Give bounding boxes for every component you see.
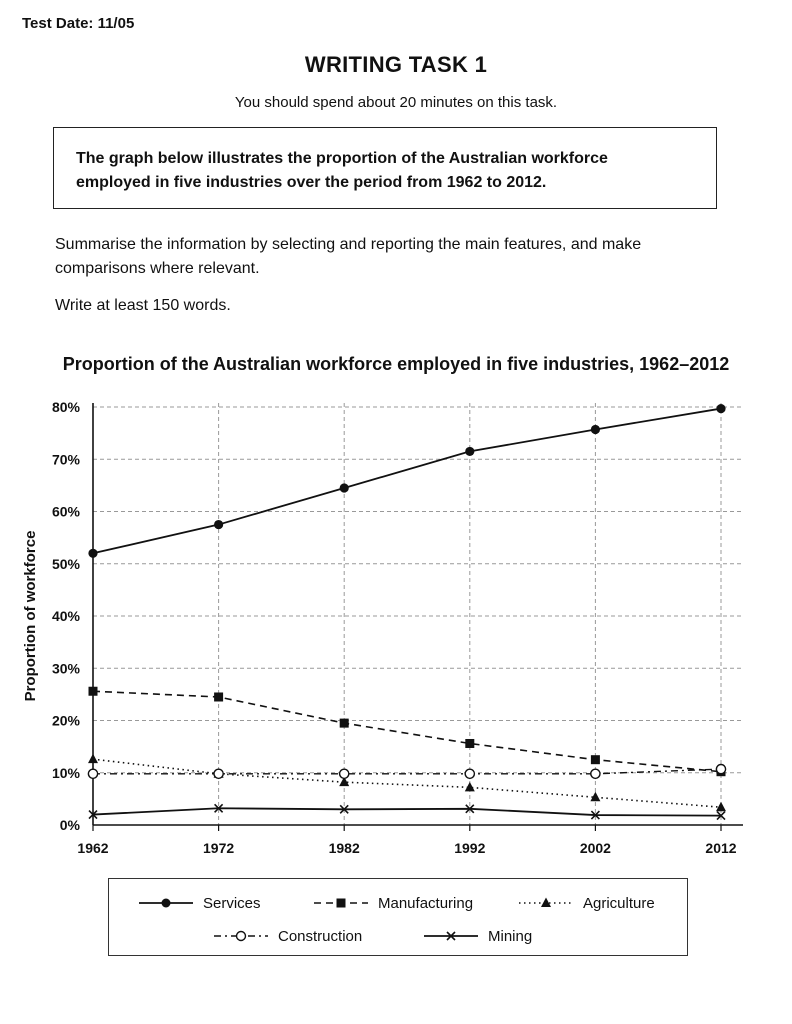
data-point-services (339, 483, 349, 493)
legend-label: Services (203, 895, 261, 912)
legend-item-services: Services (139, 893, 339, 913)
x-tick-label: 1972 (203, 840, 234, 856)
data-point-services (716, 403, 726, 414)
data-point-agriculture (339, 776, 350, 787)
data-point-mining (465, 804, 475, 814)
y-tick-label: 20% (52, 713, 81, 729)
legend-item-construction: Construction (214, 926, 414, 946)
task-title: WRITING TASK 1 (304, 52, 488, 77)
legend-label: Agriculture (583, 895, 655, 912)
data-point-construction (213, 768, 224, 780)
data-point-mining (590, 810, 600, 820)
legend-label: Mining (488, 928, 533, 945)
y-tick-label: 70% (52, 451, 81, 467)
instruction-summary: Summarise the information by selecting a… (55, 236, 642, 277)
data-point-agriculture (716, 801, 726, 812)
y-tick-label: 60% (52, 504, 81, 520)
data-point-services (465, 446, 475, 457)
data-point-mining (88, 809, 98, 820)
prompt-line-1: The graph below illustrates the proporti… (76, 150, 608, 167)
y-tick-label: 50% (52, 556, 81, 572)
y-tick-label: 0% (60, 817, 81, 833)
data-point-construction (464, 768, 476, 780)
legend-swatch (139, 898, 193, 908)
line-chart: 0% 10% 20% 30% 40% 50% 60% 70% 80% 1962 1972 1982 19… (22, 399, 743, 856)
legend-swatch (214, 930, 268, 942)
x-tick-label: 1962 (77, 840, 108, 856)
y-tick-label: 30% (52, 660, 81, 676)
series-line-services (92, 407, 722, 555)
data-point-construction (590, 768, 601, 780)
data-point-mining (214, 803, 224, 813)
data-point-services (590, 424, 601, 435)
data-point-services (214, 519, 224, 530)
data-point-services (88, 548, 98, 558)
y-axis-label: Proportion of workforce (22, 531, 39, 702)
data-point-construction (87, 768, 99, 780)
test-date: Test Date: 11/05 (22, 15, 135, 32)
data-point-construction (715, 763, 727, 775)
data-point-agriculture (590, 791, 601, 802)
y-tick-label: 10% (52, 765, 81, 781)
legend-item-manufacturing: Manufacturing (314, 893, 514, 913)
data-point-agriculture (464, 781, 475, 792)
x-tick-label: 2002 (580, 840, 611, 856)
data-point-mining (716, 811, 726, 821)
legend-label: Construction (278, 928, 363, 945)
series-line-construction (93, 768, 722, 775)
chart-legend: Services Manufacturing Agriculture Construc… (108, 878, 688, 956)
data-point-manufacturing (88, 686, 98, 696)
data-point-manufacturing (339, 718, 349, 728)
instruction-word-count: Write at least 150 words. (55, 297, 231, 314)
data-point-manufacturing (214, 692, 224, 702)
prompt-line-2: employed in five industries over the per… (76, 174, 547, 191)
y-tick-label: 40% (52, 608, 81, 624)
data-point-manufacturing (465, 738, 475, 748)
data-point-agriculture (88, 753, 98, 764)
legend-swatch (314, 898, 368, 908)
legend-label: Manufacturing (378, 895, 474, 912)
y-tick-label: 80% (52, 399, 81, 415)
legend-item-mining: Mining (424, 926, 624, 946)
legend-swatch (424, 931, 478, 941)
data-point-mining (339, 804, 349, 814)
task-subtitle: You should spend about 20 minutes on thi… (234, 94, 558, 111)
legend-item-agriculture: Agriculture (519, 893, 719, 913)
legend-swatch (519, 897, 573, 907)
series-line-mining (92, 807, 722, 817)
x-tick-label: 1982 (329, 840, 360, 856)
data-point-manufacturing (590, 755, 600, 765)
prompt-box: The graph below illustrates the proporti… (53, 127, 717, 209)
x-tick-label: 1992 (454, 840, 485, 856)
x-tick-label: 2012 (705, 840, 736, 856)
series-line-agriculture (92, 758, 722, 809)
chart-title: Proportion of the Australian workforce e… (62, 354, 730, 374)
data-point-construction (338, 768, 350, 780)
series-line-manufacturing (92, 690, 722, 773)
